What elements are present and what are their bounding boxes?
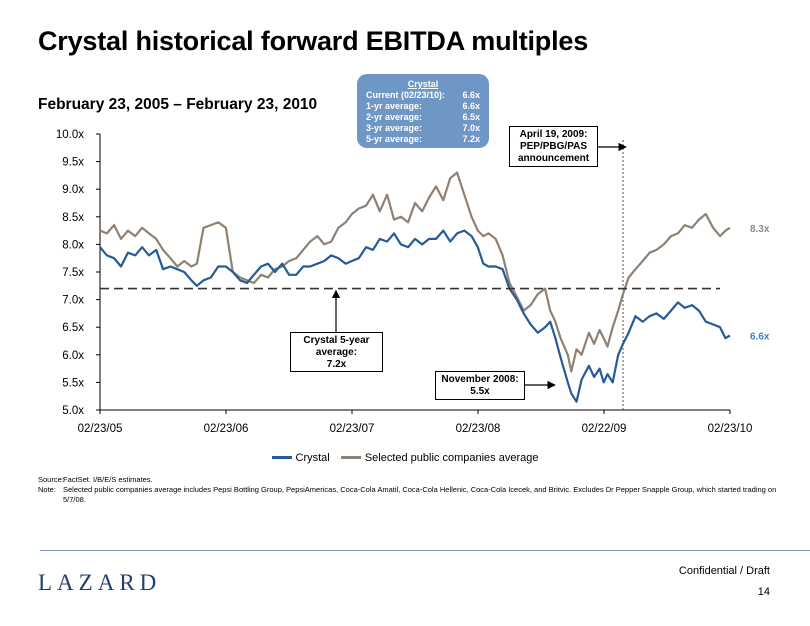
callout-line: 5.5x bbox=[470, 386, 490, 397]
x-tick-label: 02/23/10 bbox=[708, 423, 753, 435]
legend-item-crystal: Crystal bbox=[271, 451, 330, 464]
y-tick-label: 9.0x bbox=[62, 184, 84, 196]
callout-line: announcement bbox=[517, 153, 590, 164]
y-tick-label: 10.0x bbox=[56, 129, 84, 141]
page-title: Crystal historical forward EBITDA multip… bbox=[38, 26, 589, 56]
page-number: 14 bbox=[757, 586, 770, 598]
x-tick-label: 02/23/07 bbox=[330, 423, 375, 435]
chart-legend: Crystal Selected public companies averag… bbox=[0, 450, 810, 464]
legend-swatch-crystal bbox=[271, 456, 292, 459]
callout-line: average: bbox=[315, 347, 358, 358]
note-text: Selected public companies average includ… bbox=[63, 485, 777, 504]
source-note: Source: FactSet. I/B/E/S estimates. bbox=[38, 475, 778, 485]
legend-label: Crystal bbox=[295, 451, 330, 464]
lazard-logo: LAZARD bbox=[38, 570, 162, 595]
stats-value: 7.2x bbox=[462, 134, 480, 144]
stats-label: 1-yr average: bbox=[366, 101, 423, 111]
note: Note: Selected public companies average … bbox=[38, 485, 778, 505]
legend-item-peers: Selected public companies average bbox=[340, 451, 539, 464]
series-end-label: 6.6x bbox=[750, 331, 770, 342]
april-2009-callout: April 19, 2009: PEP/PBG/PAS announcement bbox=[509, 126, 598, 167]
callout-line: Crystal 5-year bbox=[303, 335, 370, 346]
callout-line: April 19, 2009: bbox=[519, 129, 588, 140]
y-tick-label: 8.5x bbox=[62, 212, 84, 224]
y-tick-label: 7.5x bbox=[62, 267, 84, 279]
footer-divider bbox=[40, 550, 810, 551]
confidential-label: Confidential / Draft bbox=[678, 565, 770, 577]
stats-label: 5-yr average: bbox=[366, 134, 423, 144]
source-text: FactSet. I/B/E/S estimates. bbox=[63, 475, 153, 484]
stats-row-current: Current (02/23/10): 6.6x bbox=[366, 90, 480, 101]
series-end-label: 8.3x bbox=[750, 224, 770, 235]
stats-row-2yr: 2-yr average: 6.5x bbox=[366, 112, 480, 123]
callout-line: November 2008: bbox=[441, 374, 519, 385]
stats-value: 6.6x bbox=[462, 90, 480, 100]
y-tick-label: 5.0x bbox=[62, 405, 84, 417]
y-tick-label: 7.0x bbox=[62, 295, 84, 307]
crystal-stats-box: Crystal Current (02/23/10): 6.6x 1-yr av… bbox=[357, 74, 489, 148]
november-2008-callout: November 2008: 5.5x bbox=[435, 371, 525, 400]
callout-line: 7.2x bbox=[326, 359, 347, 370]
footnotes: Source: FactSet. I/B/E/S estimates. Note… bbox=[38, 475, 778, 505]
y-tick-label: 6.5x bbox=[62, 322, 84, 334]
stats-row-5yr: 5-yr average: 7.2x bbox=[366, 134, 480, 145]
stats-label: Current (02/23/10): bbox=[366, 90, 446, 100]
x-tick-label: 02/23/05 bbox=[78, 423, 123, 435]
series-line-selected-public-companies-average bbox=[99, 171, 731, 373]
stats-box-heading: Crystal bbox=[407, 79, 439, 89]
legend-swatch-peers bbox=[340, 456, 361, 459]
stats-row-1yr: 1-yr average: 6.6x bbox=[366, 101, 480, 112]
stats-row-3yr: 3-yr average: 7.0x bbox=[366, 123, 480, 134]
date-range-subtitle: February 23, 2005 – February 23, 2010 bbox=[38, 96, 318, 113]
x-tick-label: 02/23/08 bbox=[456, 423, 501, 435]
y-tick-label: 5.5x bbox=[62, 377, 84, 389]
stats-label: 3-yr average: bbox=[366, 123, 423, 133]
legend-label: Selected public companies average bbox=[364, 451, 539, 464]
stats-label: 2-yr average: bbox=[366, 112, 423, 122]
y-tick-label: 9.5x bbox=[62, 157, 84, 169]
stats-value: 6.6x bbox=[462, 101, 480, 111]
series-line-crystal bbox=[99, 229, 731, 403]
five-year-average-callout: Crystal 5-year average: 7.2x bbox=[290, 332, 383, 372]
x-tick-label: 02/22/09 bbox=[582, 423, 627, 435]
x-tick-label: 02/23/06 bbox=[204, 423, 249, 435]
y-tick-label: 8.0x bbox=[62, 239, 84, 251]
note-key: Note: bbox=[38, 485, 56, 494]
source-key: Source: bbox=[38, 475, 64, 484]
stats-value: 6.5x bbox=[462, 112, 480, 122]
callout-line: PEP/PBG/PAS bbox=[519, 141, 588, 152]
y-tick-label: 6.0x bbox=[62, 350, 84, 362]
stats-value: 7.0x bbox=[462, 123, 480, 133]
